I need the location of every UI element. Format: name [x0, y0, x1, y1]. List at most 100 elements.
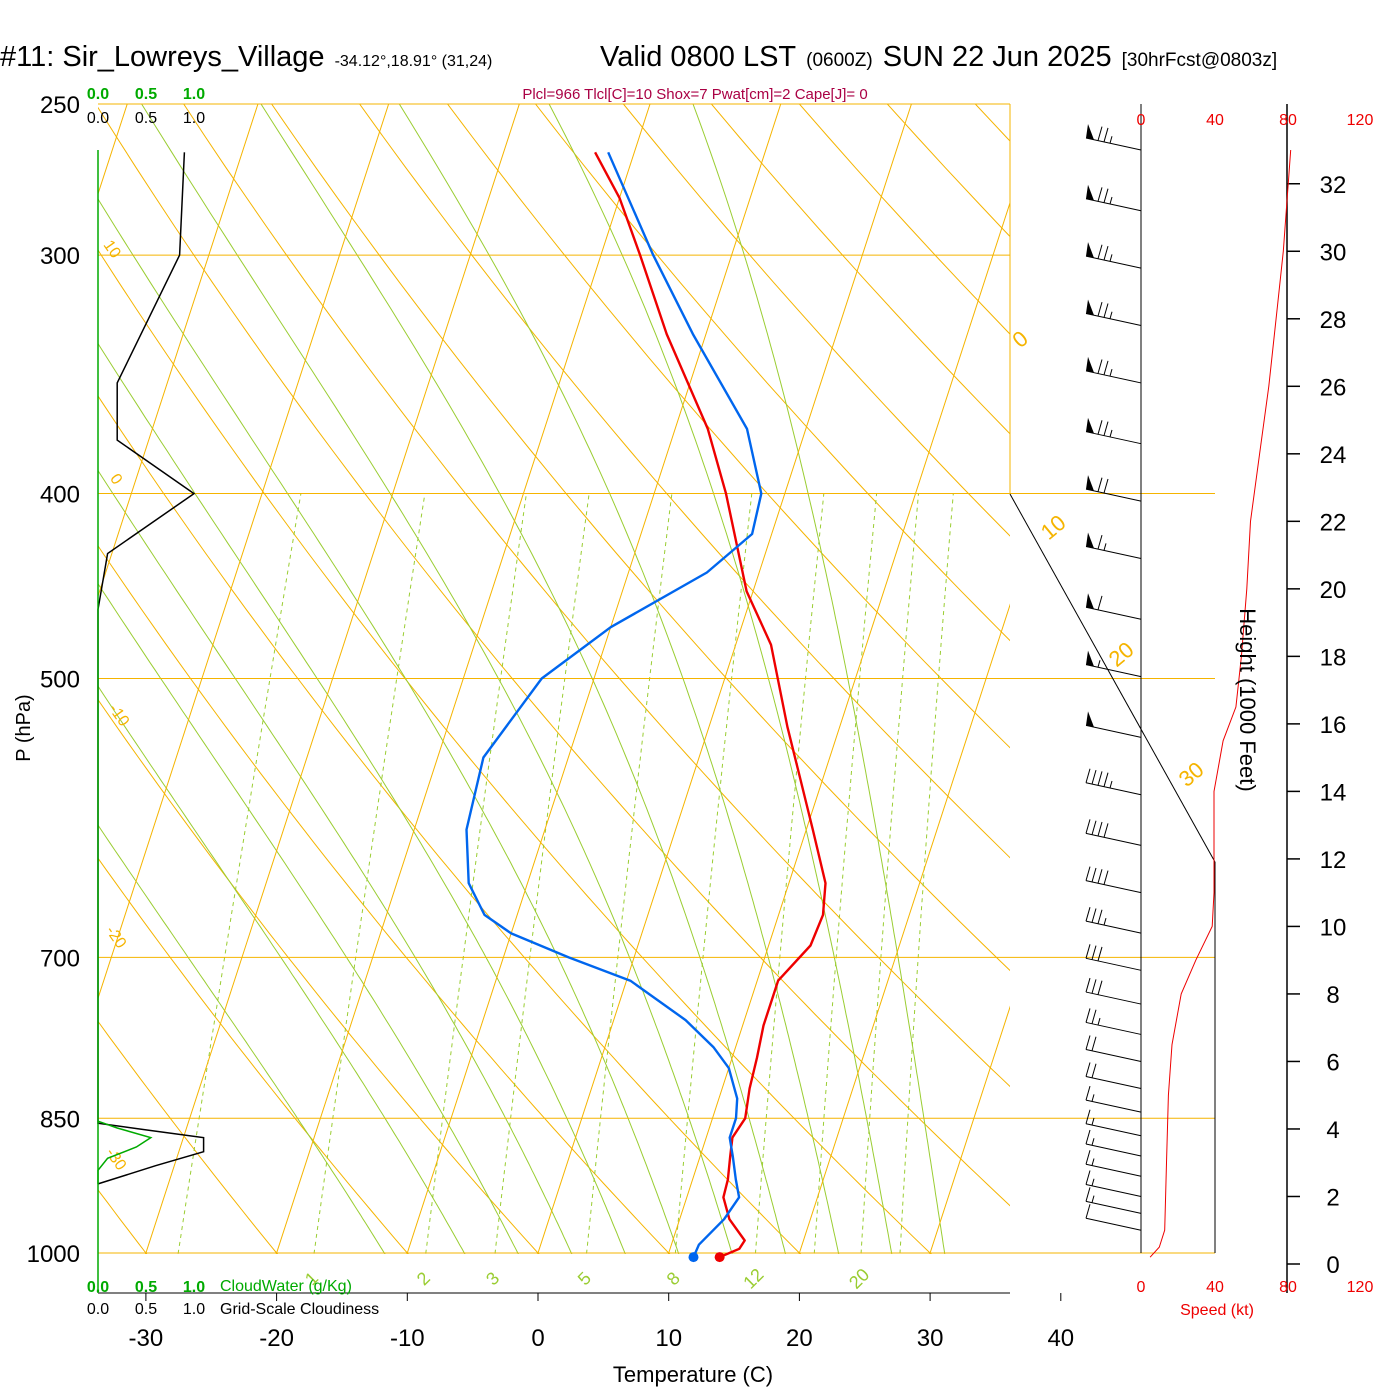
wind-barb-half: [1109, 369, 1113, 377]
wind-barb-half: [1109, 780, 1113, 789]
wind-barb: [1085, 593, 1142, 620]
wind-barb-staff: [1085, 488, 1142, 502]
wind-barb-half: [1097, 660, 1101, 668]
wind-barb: [1085, 907, 1142, 934]
mixing-ratio-line: [177, 493, 302, 1254]
wind-barb-full: [1091, 769, 1097, 785]
dry-adiabat-line: [98, 698, 540, 1254]
moist-adiabat-line: [98, 198, 680, 1254]
wind-barb: [1085, 1035, 1142, 1062]
isotherm-line: [929, 1005, 1010, 1254]
wind-barb-half: [1091, 1117, 1095, 1126]
isotherm-line: [145, 104, 520, 1254]
height-tick-label: 10: [1320, 914, 1347, 941]
wind-barb-staff: [1085, 664, 1142, 678]
x-tick-label: 0: [531, 1325, 544, 1352]
wind-barb-full: [1097, 126, 1103, 141]
cloudiness-axis-label: 0.0: [87, 110, 109, 127]
dewpoint-line: [465, 151, 763, 1258]
wind-barb-full: [1085, 1008, 1091, 1023]
cloud-panel: 0.0 0.5 1.00.0 0.5 1.00.0 0.5 1.00.0 0.5 1.0: [87, 86, 205, 1318]
dry-adiabat-line: [98, 1189, 148, 1254]
wind-barb-full: [1085, 1129, 1091, 1145]
height-tick-label: 20: [1320, 577, 1347, 604]
mixing-ratio-label: 2: [413, 1268, 434, 1289]
height-tick-label: 12: [1320, 847, 1347, 874]
wind-barb-full: [1097, 909, 1103, 924]
wind-barb-full: [1091, 1036, 1097, 1051]
wind-barb-full: [1085, 819, 1091, 834]
dry-adiabat-line: [622, 104, 1010, 537]
height-tick-label: 2: [1326, 1184, 1339, 1211]
y-axis-title: P (hPa): [13, 694, 35, 761]
wind-barb-staff: [1085, 1200, 1142, 1214]
wind-barb: [1085, 356, 1142, 384]
station-coords: -34.12°,18.91° (31,24): [335, 53, 493, 70]
height-axis-title: Height (1000 Feet): [1235, 608, 1260, 791]
x-tick-label: -20: [259, 1325, 294, 1352]
dry-adiabat-line: [98, 1020, 279, 1254]
wind-barb-full: [1097, 302, 1103, 317]
wind-barb: [1085, 299, 1142, 327]
wind-barb-full: [1097, 821, 1103, 837]
wind-barb-full: [1085, 1150, 1091, 1165]
sounding-profiles: [465, 151, 827, 1263]
dry-adiabat-line: [358, 104, 1010, 859]
stability-indices: Plcl=966 Tlcl[C]=10 Shox=7 Pwat[cm]=2 Ca…: [522, 86, 867, 103]
cloud-water-axis-label: 0.0: [87, 86, 109, 103]
dry-adiabats: [0, 70, 1400, 1277]
dry-adiabat-line: [98, 106, 1010, 1207]
mixing-ratio-line: [425, 493, 527, 1254]
wind-barb: [1085, 532, 1142, 559]
y-tick-label: 700: [40, 945, 80, 972]
station-name: #11: Sir_Lowreys_Village: [0, 41, 325, 73]
wind-barb-flag: [1086, 417, 1094, 434]
y-tick-label: 250: [40, 92, 80, 119]
wind-barb-full: [1103, 772, 1109, 787]
wind-barb: [1085, 977, 1142, 1005]
wind-barb-full: [1085, 977, 1091, 993]
dry-adiabat-label: -10: [105, 701, 132, 730]
wind-barb-full: [1085, 1109, 1091, 1124]
wind-barb-full: [1085, 907, 1091, 922]
dry-adiabat-line: [710, 104, 1010, 435]
mixing-ratio-label: 8: [663, 1268, 684, 1289]
x-tick-label: 30: [917, 1325, 944, 1352]
wind-barb-full: [1097, 771, 1103, 786]
height-tick-label: 26: [1320, 374, 1347, 401]
wind-barb-staff: [1085, 1048, 1142, 1062]
y-tick-label: 850: [40, 1106, 80, 1133]
wind-barb-full: [1097, 359, 1103, 374]
mixing-ratio-line: [313, 493, 426, 1254]
wind-barb-full: [1097, 477, 1103, 492]
wind-barb-half: [1109, 136, 1113, 144]
speed-axis-title: Speed (kt): [1180, 1302, 1254, 1319]
wind-barb-full: [1085, 944, 1091, 959]
wind-barb-staff: [1085, 1099, 1142, 1113]
wind-barb-half: [1091, 1158, 1095, 1166]
temperature-line: [594, 151, 827, 1259]
wind-barb: [1085, 1109, 1142, 1137]
dry-adiabat-line: [0, 70, 33, 1277]
x-tick-label: 10: [655, 1325, 682, 1352]
wind-barb-staff: [1085, 832, 1142, 846]
dry-adiabat-line: [1379, 70, 1400, 1277]
wind-barb: [1085, 819, 1142, 846]
panel-boundary-line: [1009, 493, 1216, 863]
wind-barb-staff: [1085, 255, 1142, 269]
cloudiness-axis-label: 0.5: [135, 110, 157, 127]
cloud-water-label: CloudWater (g/Kg): [220, 1278, 352, 1295]
height-tick-label: 14: [1320, 779, 1347, 806]
height-tick-label: 30: [1320, 239, 1347, 266]
x-tick-label: -30: [129, 1325, 164, 1352]
moist-adiabat-line: [98, 824, 386, 1254]
x-tick-label: 40: [1047, 1325, 1074, 1352]
wind-barb: [1085, 1129, 1142, 1157]
speed-axis-bottom-label: 40: [1206, 1279, 1224, 1296]
mixing-ratio-line: [494, 493, 590, 1254]
wind-barb-staff: [1085, 880, 1142, 894]
cloudiness-profile-line: [97, 152, 205, 1185]
dry-adiabat-line: [270, 104, 1010, 972]
mixing-ratio-label: 5: [574, 1268, 595, 1289]
wind-barb-staff: [1085, 606, 1142, 620]
